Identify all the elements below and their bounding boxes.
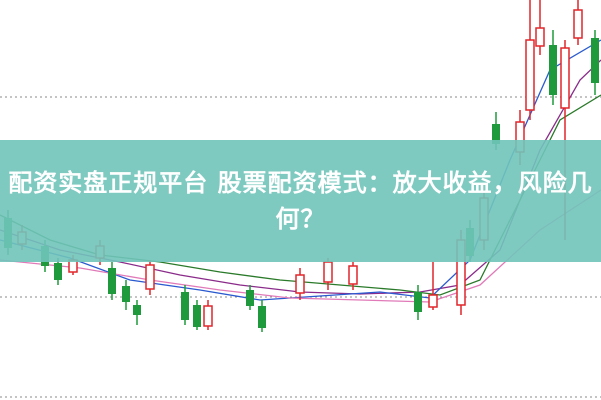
candle-body [246,290,254,306]
candle-body [323,261,333,283]
candle-body [108,268,116,294]
candle-body [203,305,213,327]
candle-body [428,294,438,308]
candle-body [122,286,130,302]
candle-body [535,27,545,47]
candle-body [193,305,201,327]
candle-body [549,45,557,95]
candle-body [54,263,62,280]
candle-body [181,292,189,320]
candle-body [492,124,500,144]
candle-body [145,264,155,290]
candle-body [133,305,141,315]
candle-body [560,47,570,109]
candle-body [591,38,599,83]
banner-title: 配资实盘正规平台 股票配资模式：放大收益，风险几何？ [8,169,593,233]
banner: 配资实盘正规平台 股票配资模式：放大收益，风险几何？ [0,140,601,262]
candle-body [295,274,305,294]
candle-body [573,9,583,39]
candle-body [525,39,535,111]
candle-body [414,292,422,312]
candle-body [258,306,266,328]
candle-body [348,265,358,285]
